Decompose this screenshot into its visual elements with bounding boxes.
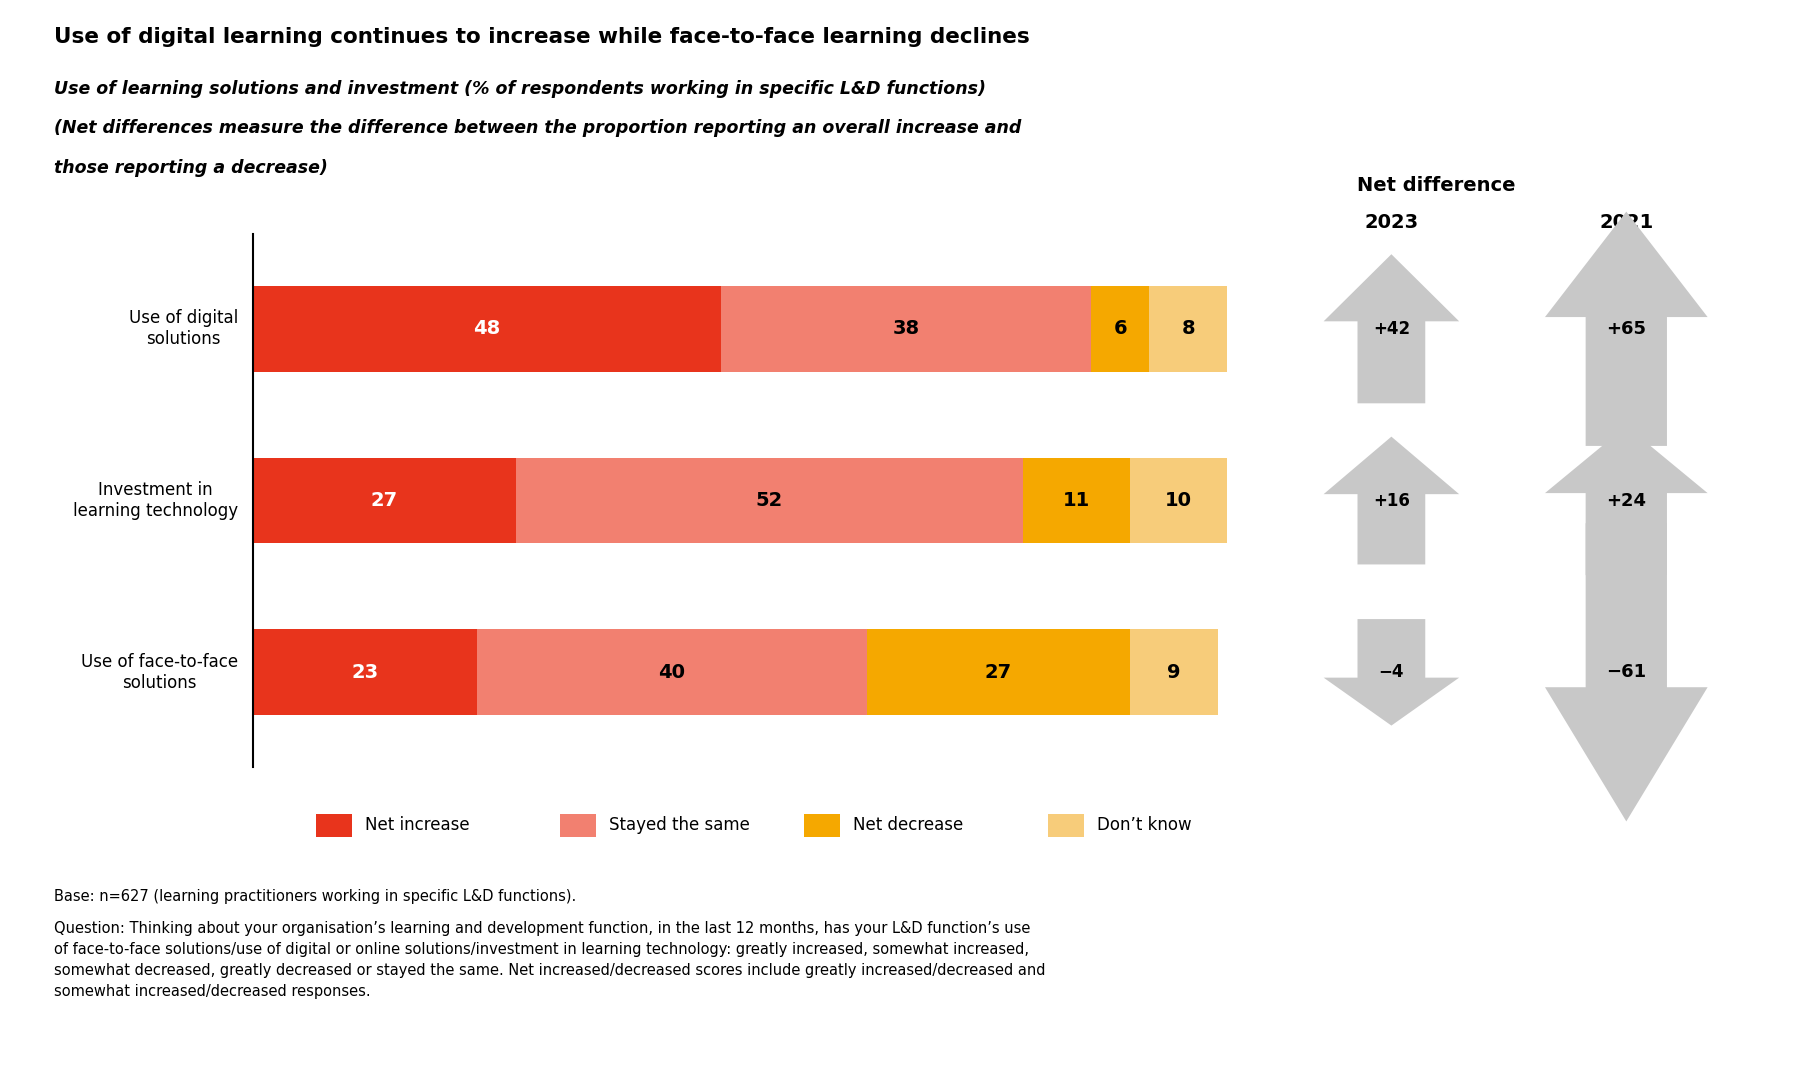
- Text: Base: n=627 (learning practitioners working in specific L&D functions).: Base: n=627 (learning practitioners work…: [54, 889, 576, 904]
- Text: 10: 10: [1166, 491, 1193, 510]
- Text: −4: −4: [1379, 663, 1404, 682]
- Text: 23: 23: [352, 662, 379, 682]
- Text: 2021: 2021: [1599, 213, 1653, 232]
- Text: 9: 9: [1167, 662, 1180, 682]
- Bar: [1129, 629, 1218, 716]
- Text: (Net differences measure the difference between the proportion reporting an over: (Net differences measure the difference …: [54, 119, 1021, 137]
- Text: 52: 52: [755, 491, 782, 510]
- Text: Don’t know: Don’t know: [1097, 817, 1191, 834]
- Text: Stayed the same: Stayed the same: [609, 817, 750, 834]
- Text: +24: +24: [1606, 492, 1646, 509]
- Text: Use of face-to-face
solutions: Use of face-to-face solutions: [81, 653, 239, 692]
- Text: 8: 8: [1182, 320, 1194, 339]
- Text: Investment in
learning technology: Investment in learning technology: [74, 481, 239, 520]
- Text: 38: 38: [893, 320, 920, 339]
- Text: Net increase: Net increase: [365, 817, 470, 834]
- Text: 11: 11: [1063, 491, 1090, 510]
- Bar: [253, 285, 721, 372]
- Bar: [1023, 458, 1129, 543]
- Bar: [721, 285, 1091, 372]
- Text: Use of learning solutions and investment (% of respondents working in specific L: Use of learning solutions and investment…: [54, 80, 987, 98]
- Bar: [1149, 285, 1227, 372]
- Text: 2023: 2023: [1364, 213, 1418, 232]
- Text: Use of digital learning continues to increase while face-to-face learning declin: Use of digital learning continues to inc…: [54, 27, 1030, 47]
- Text: Net difference: Net difference: [1357, 176, 1516, 195]
- Text: 27: 27: [985, 662, 1012, 682]
- Bar: [1129, 458, 1227, 543]
- Bar: [477, 629, 867, 716]
- Text: Net decrease: Net decrease: [853, 817, 963, 834]
- Bar: [517, 458, 1023, 543]
- Bar: [253, 629, 477, 716]
- Text: 40: 40: [658, 662, 685, 682]
- Text: 27: 27: [370, 491, 398, 510]
- Text: Question: Thinking about your organisation’s learning and development function, : Question: Thinking about your organisati…: [54, 921, 1046, 999]
- Bar: [867, 629, 1129, 716]
- Text: +65: +65: [1606, 320, 1646, 338]
- Text: 6: 6: [1113, 320, 1128, 339]
- Text: Use of digital
solutions: Use of digital solutions: [128, 309, 239, 348]
- Text: those reporting a decrease): those reporting a decrease): [54, 159, 329, 177]
- Text: +16: +16: [1373, 492, 1409, 509]
- Text: 48: 48: [473, 320, 501, 339]
- Bar: [1091, 285, 1149, 372]
- Bar: [253, 458, 517, 543]
- Text: −61: −61: [1606, 663, 1646, 682]
- Text: +42: +42: [1373, 320, 1409, 338]
